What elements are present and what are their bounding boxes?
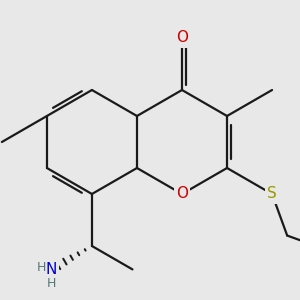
Text: O: O	[176, 187, 188, 202]
Text: H: H	[37, 261, 46, 274]
Text: O: O	[176, 31, 188, 46]
Text: H: H	[47, 277, 56, 290]
Text: N: N	[46, 262, 57, 277]
Text: S: S	[267, 187, 277, 202]
